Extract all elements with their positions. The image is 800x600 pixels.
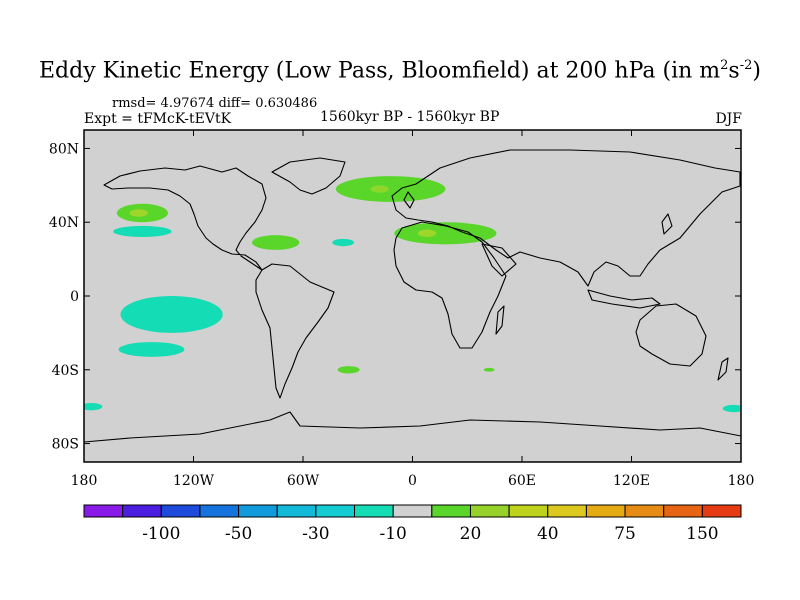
mediterranean-positive-region (394, 222, 497, 245)
coast-japan (661, 213, 673, 235)
period-label: 1560kyr BP - 1560kyr BP (320, 109, 500, 125)
experiment-label: Expt = tFMcK-tEVtK (84, 111, 232, 127)
coast-australia (635, 303, 707, 367)
lat-tick-label: 80S (52, 437, 79, 453)
colorbar-swatch (83, 504, 124, 518)
lon-tick-label: 60E (508, 473, 536, 489)
chart-title: Eddy Kinetic Energy (Low Pass, Bloomfiel… (39, 58, 761, 84)
colorbar-swatch (624, 504, 665, 518)
southern-ocean-west-region (84, 402, 103, 411)
north-pacific-negative-region (113, 225, 172, 237)
coast-arabia (481, 243, 517, 277)
lon-tick-label: 180 (71, 473, 98, 489)
coast-greenland (271, 157, 346, 195)
lat-tick-label: 0 (70, 289, 79, 305)
lon-tick-label: 120E (613, 473, 650, 489)
coast-antarctica (84, 411, 741, 443)
lon-tick-label: 0 (408, 473, 417, 489)
lat-tick-label: 40N (49, 215, 79, 231)
tropical-pacific-negative-region (120, 296, 223, 333)
coast-north-america (103, 165, 267, 271)
colorbar-swatch (315, 504, 356, 518)
colorbar-label: -50 (225, 524, 252, 544)
colorbar-label: -10 (379, 524, 406, 544)
colorbar-swatch (392, 504, 433, 518)
colorbar-swatch (276, 504, 317, 518)
season-label: DJF (715, 111, 742, 127)
coast-new-zealand (717, 357, 729, 381)
colorbar-swatch (354, 504, 394, 518)
north-pacific-core-region (129, 209, 148, 217)
map-axes: 80N 40N 0 40S 80S 180 120W 60W 0 60E 120E 180 (49, 130, 754, 489)
colorbar-label: 40 (537, 524, 559, 544)
mediterranean-core-region (417, 229, 437, 237)
gulf-positive-region (251, 235, 300, 250)
colorbar-swatch (122, 504, 162, 518)
coastlines (84, 149, 741, 443)
coast-south-america (255, 263, 335, 399)
coast-indonesia (587, 289, 661, 309)
rmsd-diff-stats: rmsd= 4.97674 diff= 0.630486 (112, 96, 318, 111)
colorbar-swatch (160, 504, 201, 518)
lon-tick-label: 180 (728, 473, 755, 489)
colorbar-swatch (238, 504, 278, 518)
coast-madagascar (495, 305, 505, 335)
south-indian-positive-region (483, 367, 495, 372)
colorbar-label: 20 (460, 524, 482, 544)
colorbar-label: 75 (614, 524, 636, 544)
colorbar: -100 -50 -30 -10 20 40 75 150 (83, 504, 742, 544)
colorbar-swatch (469, 504, 510, 518)
lat-tick-label: 40S (52, 363, 79, 379)
lon-tick-label: 60W (287, 473, 320, 489)
lat-tick-label: 80N (49, 141, 79, 157)
colorbar-swatch (547, 504, 587, 518)
colorbar-label: -30 (302, 524, 329, 544)
colorbar-swatch (199, 504, 240, 518)
mid-atlantic-negative-region (332, 238, 355, 247)
colorbar-swatch (585, 504, 626, 518)
coast-uk (403, 191, 415, 209)
colorbar-swatch (508, 504, 549, 518)
lon-tick-label: 120W (173, 473, 215, 489)
coast-eurasia (391, 149, 741, 287)
colorbar-swatch (431, 504, 471, 518)
colorbar-label: -100 (142, 524, 180, 544)
north-atlantic-positive-region (335, 176, 446, 202)
coast-africa (393, 221, 507, 349)
colorbar-swatch (701, 504, 742, 518)
colorbar-swatch (663, 504, 703, 518)
south-atlantic-positive-region (337, 366, 360, 374)
colorbar-label: 150 (686, 524, 718, 544)
south-pacific-negative-region (118, 342, 185, 357)
north-atlantic-core-region (370, 185, 389, 193)
southern-ocean-east-region (722, 404, 741, 413)
